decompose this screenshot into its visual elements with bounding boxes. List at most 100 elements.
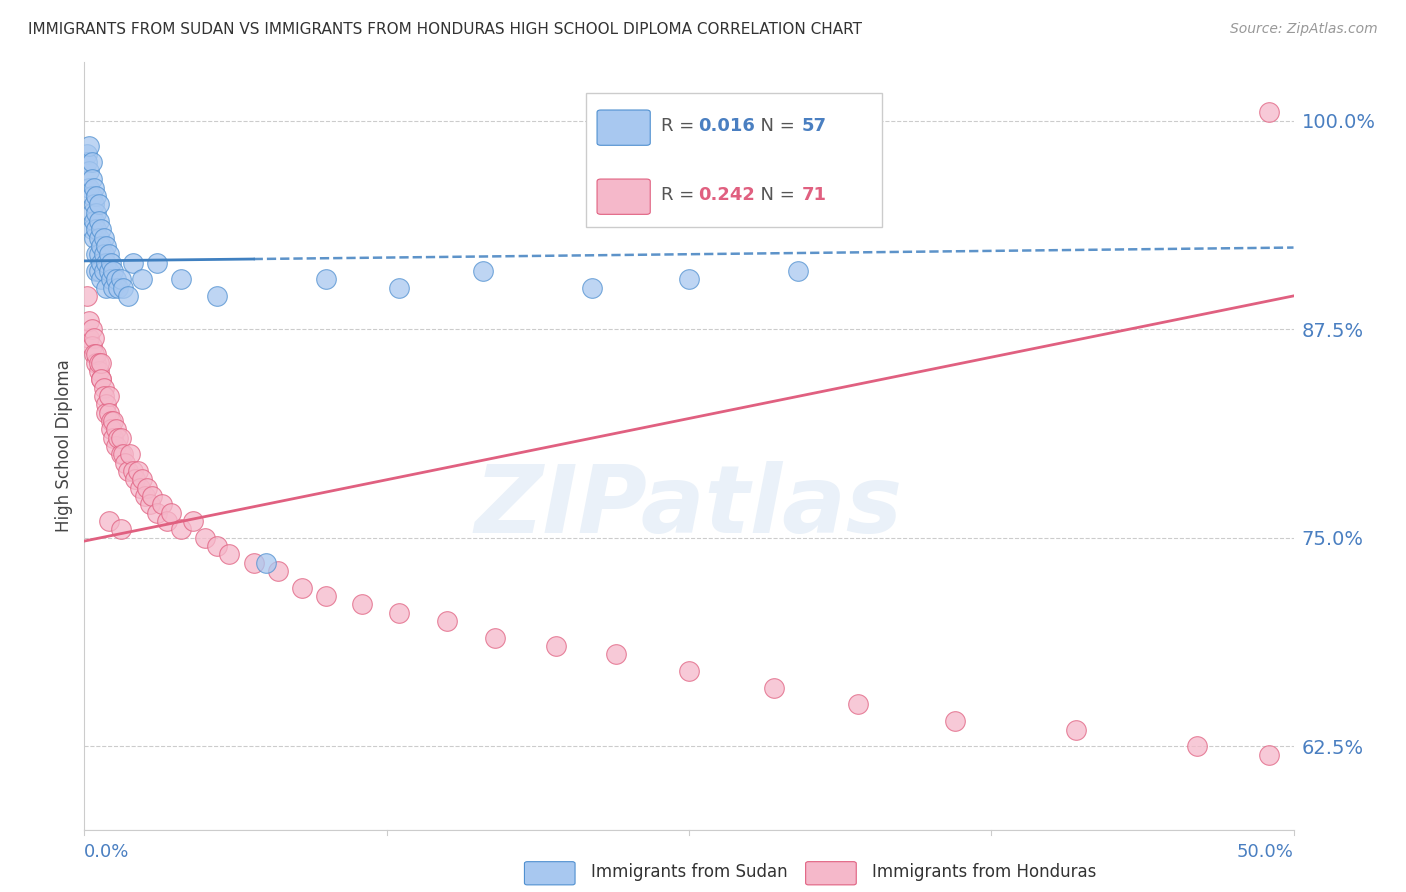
Point	[100, 422, 122, 436]
Point	[83, 197, 105, 211]
Text: 0.242: 0.242	[699, 186, 755, 204]
Point	[103, 431, 125, 445]
Text: ZIPatlas: ZIPatlas	[475, 461, 903, 553]
Point	[127, 464, 149, 478]
Point	[124, 472, 146, 486]
Point	[110, 447, 132, 461]
Point	[90, 372, 112, 386]
Point	[315, 589, 337, 603]
Point	[112, 447, 135, 461]
FancyBboxPatch shape	[586, 93, 883, 227]
Point	[94, 239, 117, 253]
Point	[254, 556, 277, 570]
Point	[93, 381, 115, 395]
Point	[120, 447, 142, 461]
Point	[97, 389, 120, 403]
Point	[87, 230, 110, 244]
Point	[129, 481, 152, 495]
Point	[83, 347, 105, 361]
Point	[104, 422, 127, 436]
Point	[1258, 105, 1281, 120]
Point	[97, 514, 120, 528]
Point	[581, 280, 603, 294]
Point	[1258, 747, 1281, 762]
Point	[141, 489, 163, 503]
Point	[90, 272, 112, 286]
Point	[155, 514, 177, 528]
Point	[267, 564, 290, 578]
Point	[93, 247, 115, 261]
Point	[605, 648, 627, 662]
Point	[291, 581, 314, 595]
Point	[114, 456, 136, 470]
Point	[110, 431, 132, 445]
Point	[100, 414, 122, 428]
Point	[194, 531, 217, 545]
Point	[83, 214, 105, 228]
Point	[136, 481, 159, 495]
Point	[87, 356, 110, 370]
Text: R =: R =	[661, 117, 700, 135]
Point	[170, 272, 193, 286]
Text: 57: 57	[801, 117, 827, 135]
Point	[315, 272, 337, 286]
Point	[242, 556, 264, 570]
Point	[86, 247, 108, 261]
Text: N =: N =	[749, 117, 801, 135]
Point	[87, 197, 110, 211]
Point	[93, 230, 115, 244]
Point	[90, 356, 112, 370]
Point	[97, 264, 120, 278]
Point	[97, 247, 120, 261]
Point	[80, 172, 103, 186]
Point	[786, 264, 808, 278]
Point	[218, 548, 240, 562]
Point	[131, 472, 153, 486]
Point	[117, 464, 139, 478]
Point	[388, 606, 411, 620]
Point	[90, 222, 112, 236]
Point	[207, 539, 229, 553]
Point	[352, 598, 374, 612]
Point	[1064, 723, 1087, 737]
Point	[76, 289, 98, 303]
Point	[77, 314, 100, 328]
Point	[110, 272, 132, 286]
Point	[388, 280, 411, 294]
Point	[76, 155, 98, 169]
Point	[103, 280, 125, 294]
Point	[160, 506, 183, 520]
Point	[97, 406, 120, 420]
Point	[846, 698, 869, 712]
Text: 50.0%: 50.0%	[1237, 843, 1294, 861]
Point	[150, 497, 173, 511]
Point	[86, 347, 108, 361]
Point	[80, 189, 103, 203]
Point	[544, 639, 567, 653]
Point	[80, 222, 103, 236]
Point	[762, 681, 785, 695]
Text: N =: N =	[749, 186, 801, 204]
Text: Source: ZipAtlas.com: Source: ZipAtlas.com	[1230, 22, 1378, 37]
Text: 0.0%: 0.0%	[84, 843, 129, 861]
Point	[77, 138, 100, 153]
Point	[146, 255, 169, 269]
Point	[86, 205, 108, 219]
Point	[93, 264, 115, 278]
Point	[100, 255, 122, 269]
Point	[131, 272, 153, 286]
Point	[94, 397, 117, 411]
Point	[94, 406, 117, 420]
Point	[103, 414, 125, 428]
Point	[87, 247, 110, 261]
Point	[76, 147, 98, 161]
Point	[472, 264, 495, 278]
Point	[104, 439, 127, 453]
Point	[107, 280, 129, 294]
Point	[87, 364, 110, 378]
Point	[1185, 739, 1208, 754]
Point	[207, 289, 229, 303]
Point	[146, 506, 169, 520]
Point	[436, 614, 458, 628]
Point	[80, 155, 103, 169]
